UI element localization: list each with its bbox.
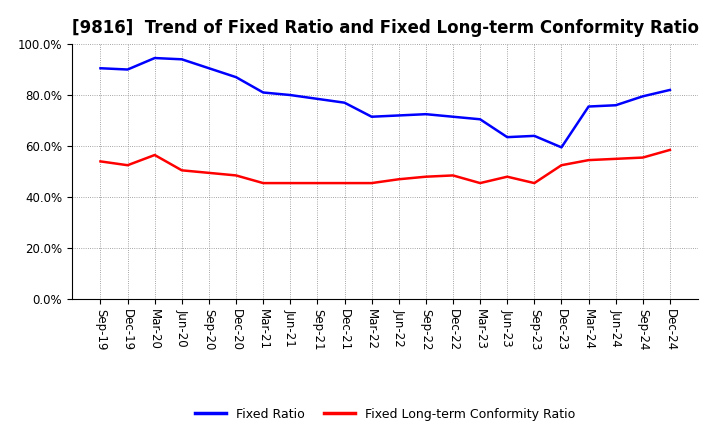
Fixed Ratio [123,67,132,72]
Fixed Long-term Conformity Ratio [178,168,186,173]
Fixed Ratio [665,87,674,92]
Title: [9816]  Trend of Fixed Ratio and Fixed Long-term Conformity Ratio: [9816] Trend of Fixed Ratio and Fixed Lo… [72,19,698,37]
Fixed Long-term Conformity Ratio [367,180,376,186]
Fixed Long-term Conformity Ratio [395,176,403,182]
Fixed Ratio [584,104,593,109]
Fixed Long-term Conformity Ratio [476,180,485,186]
Fixed Long-term Conformity Ratio [232,173,240,178]
Fixed Long-term Conformity Ratio [96,159,105,164]
Fixed Long-term Conformity Ratio [150,152,159,158]
Fixed Ratio [204,66,213,71]
Fixed Ratio [150,55,159,61]
Fixed Ratio [503,135,511,140]
Fixed Ratio [313,96,322,102]
Fixed Long-term Conformity Ratio [421,174,430,180]
Fixed Long-term Conformity Ratio [259,180,268,186]
Fixed Long-term Conformity Ratio [584,158,593,163]
Fixed Ratio [611,103,620,108]
Line: Fixed Ratio: Fixed Ratio [101,58,670,147]
Fixed Long-term Conformity Ratio [449,173,457,178]
Fixed Ratio [367,114,376,119]
Fixed Long-term Conformity Ratio [530,180,539,186]
Fixed Ratio [449,114,457,119]
Fixed Ratio [421,111,430,117]
Fixed Ratio [557,145,566,150]
Fixed Long-term Conformity Ratio [204,170,213,176]
Fixed Ratio [232,74,240,80]
Fixed Ratio [341,100,349,105]
Legend: Fixed Ratio, Fixed Long-term Conformity Ratio: Fixed Ratio, Fixed Long-term Conformity … [190,403,580,425]
Fixed Long-term Conformity Ratio [286,180,294,186]
Fixed Long-term Conformity Ratio [557,162,566,168]
Fixed Long-term Conformity Ratio [341,180,349,186]
Fixed Long-term Conformity Ratio [611,156,620,161]
Fixed Ratio [639,94,647,99]
Fixed Ratio [286,92,294,98]
Line: Fixed Long-term Conformity Ratio: Fixed Long-term Conformity Ratio [101,150,670,183]
Fixed Ratio [96,66,105,71]
Fixed Long-term Conformity Ratio [503,174,511,180]
Fixed Ratio [530,133,539,139]
Fixed Ratio [178,57,186,62]
Fixed Long-term Conformity Ratio [123,162,132,168]
Fixed Ratio [259,90,268,95]
Fixed Long-term Conformity Ratio [639,155,647,160]
Fixed Ratio [395,113,403,118]
Fixed Ratio [476,117,485,122]
Fixed Long-term Conformity Ratio [313,180,322,186]
Fixed Long-term Conformity Ratio [665,147,674,153]
